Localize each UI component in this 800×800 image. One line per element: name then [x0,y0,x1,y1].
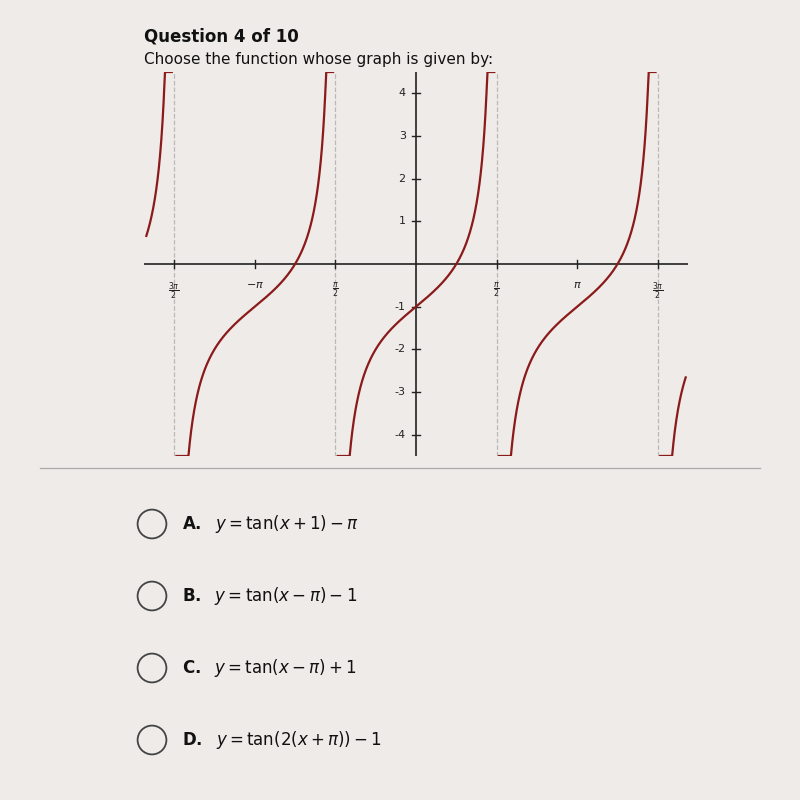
Text: $\frac{\pi}{2}$: $\frac{\pi}{2}$ [332,280,339,299]
Text: $\mathbf{D.}$ $\ y = \tan(2(x+\pi)) - 1$: $\mathbf{D.}$ $\ y = \tan(2(x+\pi)) - 1$ [182,729,382,751]
Text: $\mathbf{C.}$ $\ y = \tan(x-\pi) + 1$: $\mathbf{C.}$ $\ y = \tan(x-\pi) + 1$ [182,657,357,679]
Text: 2: 2 [398,174,406,184]
Text: 4: 4 [398,88,406,98]
Text: $\mathbf{B.}$ $\ y = \tan(x-\pi) - 1$: $\mathbf{B.}$ $\ y = \tan(x-\pi) - 1$ [182,585,358,607]
Text: -3: -3 [394,387,406,397]
Text: -2: -2 [394,344,406,354]
Text: $\frac{\pi}{2}$: $\frac{\pi}{2}$ [493,280,500,299]
Text: 3: 3 [398,131,406,141]
Text: $\mathbf{A.}$ $\ y = \tan(x+1) - \pi$: $\mathbf{A.}$ $\ y = \tan(x+1) - \pi$ [182,513,359,535]
Text: -4: -4 [394,430,406,440]
Text: 1: 1 [398,216,406,226]
Text: $\pi$: $\pi$ [573,280,582,290]
Text: $\frac{3\pi}{2}$: $\frac{3\pi}{2}$ [168,280,180,302]
Text: $-\pi$: $-\pi$ [246,280,264,290]
Text: -1: -1 [394,302,406,312]
Text: Choose the function whose graph is given by:: Choose the function whose graph is given… [144,52,493,67]
Text: Question 4 of 10: Question 4 of 10 [144,28,298,46]
Text: $\frac{3\pi}{2}$: $\frac{3\pi}{2}$ [652,280,664,302]
